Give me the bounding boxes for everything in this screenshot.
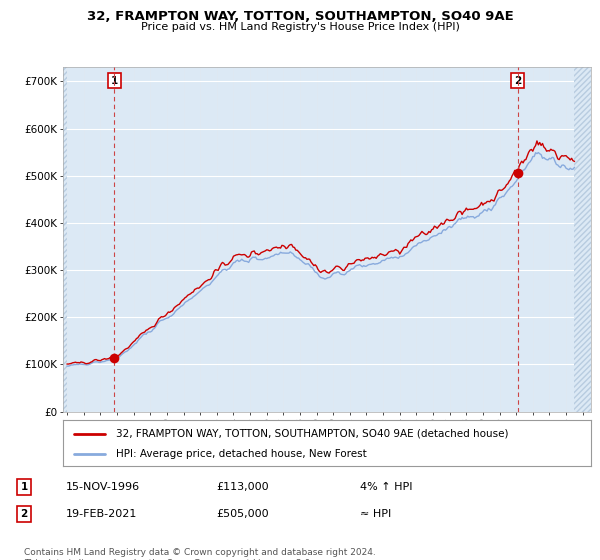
Text: 4% ↑ HPI: 4% ↑ HPI: [360, 482, 413, 492]
Text: 32, FRAMPTON WAY, TOTTON, SOUTHAMPTON, SO40 9AE (detached house): 32, FRAMPTON WAY, TOTTON, SOUTHAMPTON, S…: [116, 429, 508, 439]
Text: 2: 2: [20, 509, 28, 519]
Text: £113,000: £113,000: [216, 482, 269, 492]
Bar: [574, 67, 591, 412]
Text: 15-NOV-1996: 15-NOV-1996: [66, 482, 140, 492]
Text: Contains HM Land Registry data © Crown copyright and database right 2024.
This d: Contains HM Land Registry data © Crown c…: [24, 548, 376, 560]
Text: ≈ HPI: ≈ HPI: [360, 509, 391, 519]
Text: HPI: Average price, detached house, New Forest: HPI: Average price, detached house, New …: [116, 450, 367, 459]
Text: 19-FEB-2021: 19-FEB-2021: [66, 509, 137, 519]
Text: 1: 1: [20, 482, 28, 492]
Text: 2: 2: [514, 76, 521, 86]
Text: Price paid vs. HM Land Registry's House Price Index (HPI): Price paid vs. HM Land Registry's House …: [140, 22, 460, 32]
Text: 1: 1: [110, 76, 118, 86]
Bar: [63, 67, 67, 412]
Text: 32, FRAMPTON WAY, TOTTON, SOUTHAMPTON, SO40 9AE: 32, FRAMPTON WAY, TOTTON, SOUTHAMPTON, S…: [86, 10, 514, 23]
Text: £505,000: £505,000: [216, 509, 269, 519]
